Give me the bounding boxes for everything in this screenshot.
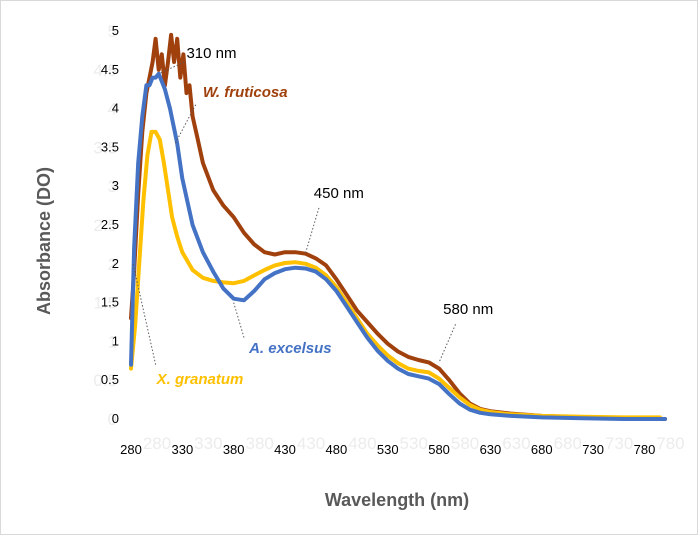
peak-annotation: 450 nm	[314, 185, 364, 202]
y-tick-labels: 0 0.5 1 1.5 2 2.5 3 3.5 4 4.5 5	[101, 23, 119, 426]
leader-lines	[132, 61, 456, 365]
ghost-y-tick: 2	[108, 255, 117, 274]
ghost-x-tick: 680	[554, 434, 582, 453]
x-tick-label: 780	[634, 442, 656, 457]
y-tick-label: 0	[112, 411, 119, 426]
series-label-a-excelsus: A. excelsus	[248, 340, 332, 357]
y-tick-label: 4	[112, 101, 119, 116]
y-tick-label: 2.5	[101, 217, 119, 232]
y-tick-label: 2	[112, 256, 119, 271]
ghost-x-tick: 580	[451, 434, 479, 453]
x-tick-label: 280	[120, 442, 142, 457]
y-tick-label: 1	[112, 333, 119, 348]
x-tick-label: 480	[326, 442, 348, 457]
y-tick-label: 3.5	[101, 139, 119, 154]
x-tick-label: 630	[480, 442, 502, 457]
ghost-y-tick: 5	[108, 22, 117, 41]
ghost-x-tick: 530	[400, 434, 428, 453]
y-axis-title: Absorbance (DO)	[34, 167, 54, 315]
series-label-leader	[174, 104, 197, 144]
ghost-y-tick: 0.5	[93, 371, 117, 390]
ghost-tick-layer: 0 0.5 1 1.5 2 2.5 3 3.5 4 4.5 5 280 330 380 430 480 530 5…	[93, 22, 684, 453]
peak-annotation: 310 nm	[186, 45, 236, 62]
x-tick-label: 380	[223, 442, 245, 457]
y-tick-label: 3	[112, 178, 119, 193]
peak-annotation: 580 nm	[443, 301, 493, 318]
ghost-x-tick: 730	[605, 434, 633, 453]
ghost-x-tick: 380	[246, 434, 274, 453]
y-tick-label: 1.5	[101, 295, 119, 310]
y-tick-label: 4.5	[101, 62, 119, 77]
ghost-y-tick: 2.5	[93, 216, 117, 235]
series-line-a-excelsus	[129, 71, 667, 421]
x-tick-label: 680	[531, 442, 553, 457]
ghost-y-tick: 3	[108, 177, 117, 196]
annotation-leader	[438, 324, 456, 363]
x-tick-labels: 280 330 380 430 480 530 580 630 680 730 780	[120, 442, 655, 457]
ghost-y-tick: 1	[108, 332, 117, 351]
ghost-y-tick: 3.5	[93, 138, 117, 157]
y-tick-label: 5	[112, 23, 119, 38]
x-tick-label: 580	[428, 442, 450, 457]
ghost-x-tick: 330	[194, 434, 222, 453]
ghost-y-tick: 0	[108, 410, 117, 429]
x-tick-label: 530	[377, 442, 399, 457]
ghost-x-tick: 430	[297, 434, 325, 453]
series-layer	[129, 32, 667, 421]
series-label-w-fruticosa: W. fruticosa	[203, 84, 288, 101]
ghost-y-tick: 4.5	[93, 61, 117, 80]
annotation-leader	[158, 61, 185, 75]
series-label-leader	[233, 302, 245, 338]
ghost-y-tick: 4	[108, 100, 117, 119]
series-line-w-fruticosa	[129, 32, 667, 421]
ghost-x-tick: 280	[143, 434, 171, 453]
x-tick-label: 730	[582, 442, 604, 457]
series-label-x-granatum: X. granatum	[156, 371, 244, 388]
ghost-y-tick: 1.5	[93, 294, 117, 313]
ghost-x-tick: 480	[348, 434, 376, 453]
ghost-x-tick: 780	[656, 434, 684, 453]
ghost-x-tick: 630	[502, 434, 530, 453]
x-axis-title: Wavelength (nm)	[325, 490, 469, 510]
series-line-x-granatum	[129, 129, 662, 420]
x-tick-label: 330	[171, 442, 193, 457]
y-tick-label: 0.5	[101, 372, 119, 387]
x-tick-label: 430	[274, 442, 296, 457]
annotation-leader	[305, 207, 320, 254]
